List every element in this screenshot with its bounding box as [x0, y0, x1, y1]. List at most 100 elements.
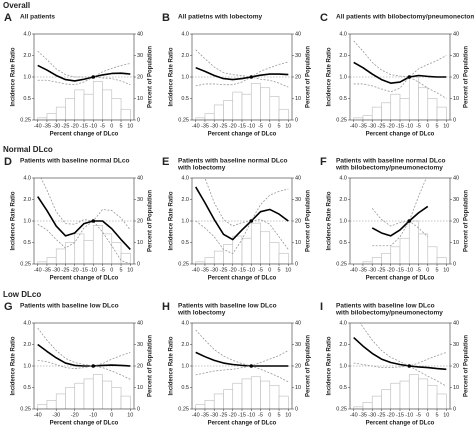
x-tick-label: 10 [443, 123, 449, 129]
confidence-line [353, 362, 447, 387]
y-tick-label: 2.0 [181, 342, 189, 348]
histogram-bar [37, 117, 48, 120]
histogram-bar [390, 246, 401, 264]
y2-tick-label: 10 [137, 385, 143, 391]
x-tick-label: -10 [247, 412, 255, 418]
x-tick-label: 0 [268, 412, 271, 418]
confidence-line [195, 329, 289, 367]
y2-tick-label: 40 [453, 320, 459, 326]
y-tick-label: 1.0 [23, 363, 31, 369]
y-tick-label: 0.25 [20, 406, 31, 412]
section-title: Overall [3, 1, 30, 10]
y2-axis-label: Percent of Population [464, 190, 470, 252]
histogram-bar [83, 378, 94, 409]
x-tick-label: -10 [89, 412, 97, 418]
x-tick-label: -40 [350, 123, 358, 129]
y-tick-label: 1.0 [23, 218, 31, 224]
y-tick-label: 2.0 [23, 197, 31, 203]
y2-tick-label: 40 [295, 320, 301, 326]
reference-point [91, 364, 96, 368]
confidence-line [195, 219, 289, 254]
x-tick-label: -20 [387, 267, 395, 273]
y2-tick-label: 20 [295, 218, 301, 224]
x-tick-label: -10 [89, 123, 97, 129]
panel-title: with bilobectomy/pneumonectomy [335, 165, 443, 172]
histogram-bar [46, 400, 57, 409]
x-tick-label: -15 [238, 123, 246, 129]
confidence-line [37, 220, 131, 264]
y2-axis-label: Percent of Population [464, 335, 470, 397]
histogram-bar [232, 91, 243, 120]
panel-title: Patients with baseline normal DLco [20, 158, 129, 165]
x-tick-label: -40 [34, 123, 42, 129]
x-tick-label: -30 [210, 412, 218, 418]
histogram-bar [74, 233, 85, 264]
histogram-bar [195, 117, 206, 120]
histogram-bar [83, 93, 94, 120]
reference-point [407, 75, 412, 79]
x-tick-label: -35 [359, 412, 367, 418]
x-tick-label: 5 [436, 267, 439, 273]
y2-axis-label: Percent of Population [148, 46, 154, 108]
y2-tick-label: 20 [137, 218, 143, 224]
y2-tick-label: 30 [295, 53, 301, 59]
reference-point [249, 364, 254, 368]
y2-tick-label: 0 [453, 406, 456, 412]
x-tick-label: -30 [368, 267, 376, 273]
x-tick-label: 0 [268, 123, 271, 129]
histogram-bar [223, 244, 234, 264]
histogram-bar [436, 257, 447, 264]
y2-axis-label: Percent of Population [148, 335, 154, 397]
x-tick-label: -25 [220, 123, 228, 129]
x-tick-label: -40 [34, 412, 42, 418]
histogram-bar [390, 93, 401, 120]
histogram-bar [269, 96, 280, 120]
histogram-bar [362, 115, 373, 120]
x-tick-label: -15 [238, 412, 246, 418]
y2-tick-label: 20 [453, 363, 459, 369]
x-tick-label: -5 [416, 412, 421, 418]
y-tick-label: 1.0 [181, 363, 189, 369]
panel-title: All patients [20, 14, 55, 21]
x-axis-label: Percent change of DLco [366, 421, 435, 427]
y2-tick-label: 20 [453, 218, 459, 224]
x-tick-label: -20 [71, 267, 79, 273]
y-tick-label: 0.5 [181, 385, 189, 391]
histogram-bar [381, 252, 392, 264]
y-tick-label: 4.0 [181, 31, 189, 37]
histogram-bar [399, 237, 410, 264]
y-axis-label: Incidence Rate Ratio [169, 191, 175, 250]
y-tick-label: 4.0 [181, 175, 189, 181]
confidence-line [372, 220, 429, 247]
histogram-bar [92, 225, 103, 264]
x-tick-label: -25 [220, 267, 228, 273]
x-tick-label: -10 [405, 412, 413, 418]
x-axis-label: Percent change of DLco [366, 276, 435, 282]
x-tick-label: -25 [378, 267, 386, 273]
y-tick-label: 4.0 [23, 31, 31, 37]
histogram-bar [55, 248, 66, 264]
x-tick-label: 5 [278, 267, 281, 273]
panel-title: Patients with baseline low DLco [178, 303, 277, 310]
y-tick-label: 1.0 [181, 218, 189, 224]
panel: A All patients -40 -35 -30 -25 -20 -15 -10 -5 0 5 10… [4, 12, 154, 138]
confidence-line [37, 50, 131, 78]
y-tick-label: 0.5 [181, 240, 189, 246]
x-tick-label: -15 [396, 267, 404, 273]
confidence-line [371, 178, 427, 227]
x-tick-label: 10 [127, 267, 133, 273]
panel-label: I [320, 301, 323, 313]
confidence-line [353, 76, 447, 99]
panel-title: Patients with baseline normal DLco [178, 158, 287, 165]
x-tick-label: -20 [71, 123, 79, 129]
panel-label: H [162, 301, 170, 313]
panel: D Patients with baseline normal DLco-40 -3… [4, 156, 154, 282]
x-tick-label: -35 [43, 123, 51, 129]
y-tick-label: 0.25 [20, 117, 31, 123]
x-tick-label: 10 [127, 412, 133, 418]
histogram-bar [111, 98, 122, 120]
y2-tick-label: 0 [295, 406, 298, 412]
panel-label: A [4, 12, 12, 24]
histogram-bar [83, 240, 94, 264]
